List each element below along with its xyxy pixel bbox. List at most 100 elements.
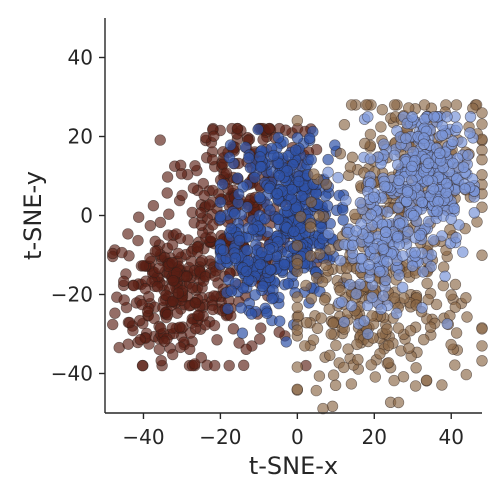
scatter-point — [134, 334, 147, 346]
scatter-point — [167, 348, 179, 361]
scatter-point — [449, 301, 461, 313]
scatter-point — [163, 208, 175, 220]
scatter-point — [307, 334, 320, 346]
scatter-point — [406, 160, 418, 173]
scatter-point — [327, 317, 339, 329]
scatter-point — [468, 207, 480, 219]
scatter-point — [424, 321, 437, 333]
scatter-point — [382, 357, 395, 369]
scatter-point — [422, 293, 434, 306]
y-tick-label: 40 — [68, 46, 93, 70]
scatter-point — [436, 379, 448, 391]
x-axis-title: t-SNE-x — [249, 452, 338, 480]
scatter-point — [222, 303, 234, 315]
scatter-point — [241, 244, 253, 256]
scatter-point — [305, 196, 317, 208]
scatter-point — [268, 149, 280, 162]
scatter-point — [364, 153, 376, 165]
scatter-point — [453, 219, 465, 231]
scatter-point — [324, 244, 336, 256]
scatter-point — [255, 161, 267, 173]
scatter-point — [264, 204, 276, 216]
scatter-point — [427, 234, 439, 246]
scatter-point — [206, 154, 219, 166]
scatter-point — [316, 276, 329, 288]
ticks-layer: −40 −20 0 20 40 −40 −20 0 20 40 — [51, 46, 464, 450]
scatter-point — [393, 174, 405, 187]
scatter-point — [406, 174, 418, 187]
scatter-point — [259, 213, 271, 225]
scatter-point — [402, 226, 414, 238]
scatter-point — [457, 161, 470, 173]
scatter-point — [304, 221, 317, 233]
scatter-point — [322, 227, 335, 240]
scatter-point — [417, 266, 429, 278]
scatter-point — [256, 246, 268, 259]
scatter-point — [117, 275, 130, 287]
scatter-point — [369, 371, 381, 383]
x-tick-label: −40 — [122, 425, 164, 449]
scatter-point — [172, 247, 184, 260]
scatter-point — [445, 213, 457, 225]
scatter-point — [282, 277, 294, 290]
scatter-point — [189, 358, 201, 370]
scatter-point — [460, 292, 472, 304]
scatter-point — [291, 258, 303, 270]
scatter-point — [388, 149, 401, 162]
scatter-point — [207, 303, 219, 316]
scatter-point — [342, 343, 354, 355]
scatter-point — [149, 245, 162, 258]
scatter-point — [345, 99, 358, 111]
scatter-point — [261, 307, 273, 319]
scatter-point — [254, 333, 266, 345]
scatter-point — [409, 246, 421, 259]
scatter-point — [288, 225, 300, 238]
scatter-point — [450, 232, 462, 244]
scatter-point — [450, 99, 463, 111]
scatter-point — [195, 207, 207, 219]
scatter-point — [392, 159, 404, 171]
scatter-point — [388, 292, 400, 304]
scatter-point — [322, 166, 334, 179]
scatter-point — [330, 339, 342, 352]
scatter-point — [344, 279, 356, 291]
scatter-point — [445, 289, 457, 301]
scatter-point — [291, 383, 303, 395]
scatter-point — [225, 222, 237, 235]
scatter-point — [291, 324, 303, 336]
scatter-point — [476, 340, 488, 352]
scatter-point — [392, 322, 405, 334]
scatter-point — [195, 219, 208, 232]
scatter-point — [175, 168, 188, 180]
scatter-point — [445, 338, 457, 351]
scatter-point — [450, 327, 463, 339]
scatter-point — [154, 134, 166, 146]
scatter-point — [338, 361, 350, 374]
scatter-point — [322, 153, 334, 166]
scatter-point — [244, 162, 257, 174]
scatter-point — [280, 199, 292, 212]
scatter-point — [153, 343, 166, 356]
scatter-point — [354, 197, 367, 209]
scatter-point — [324, 349, 336, 361]
scatter-point — [208, 130, 220, 142]
scatter-point — [318, 294, 331, 306]
scatter-point — [476, 118, 488, 130]
scatter-point — [257, 280, 269, 292]
scatter-point — [174, 341, 187, 354]
scatter-point — [441, 111, 453, 123]
scatter-point — [448, 202, 460, 215]
scatter-point — [381, 206, 394, 218]
scatter-point — [340, 194, 352, 207]
scatter-point — [257, 133, 269, 146]
scatter-point — [247, 223, 259, 236]
scatter-point — [431, 205, 443, 217]
scatter-point — [400, 132, 412, 145]
scatter-point — [181, 270, 193, 283]
scatter-point — [365, 209, 377, 221]
scatter-point — [174, 321, 186, 333]
scatter-point — [356, 253, 368, 265]
scatter-point — [187, 182, 200, 194]
scatter-point — [327, 369, 340, 381]
scatter-point — [217, 244, 230, 256]
